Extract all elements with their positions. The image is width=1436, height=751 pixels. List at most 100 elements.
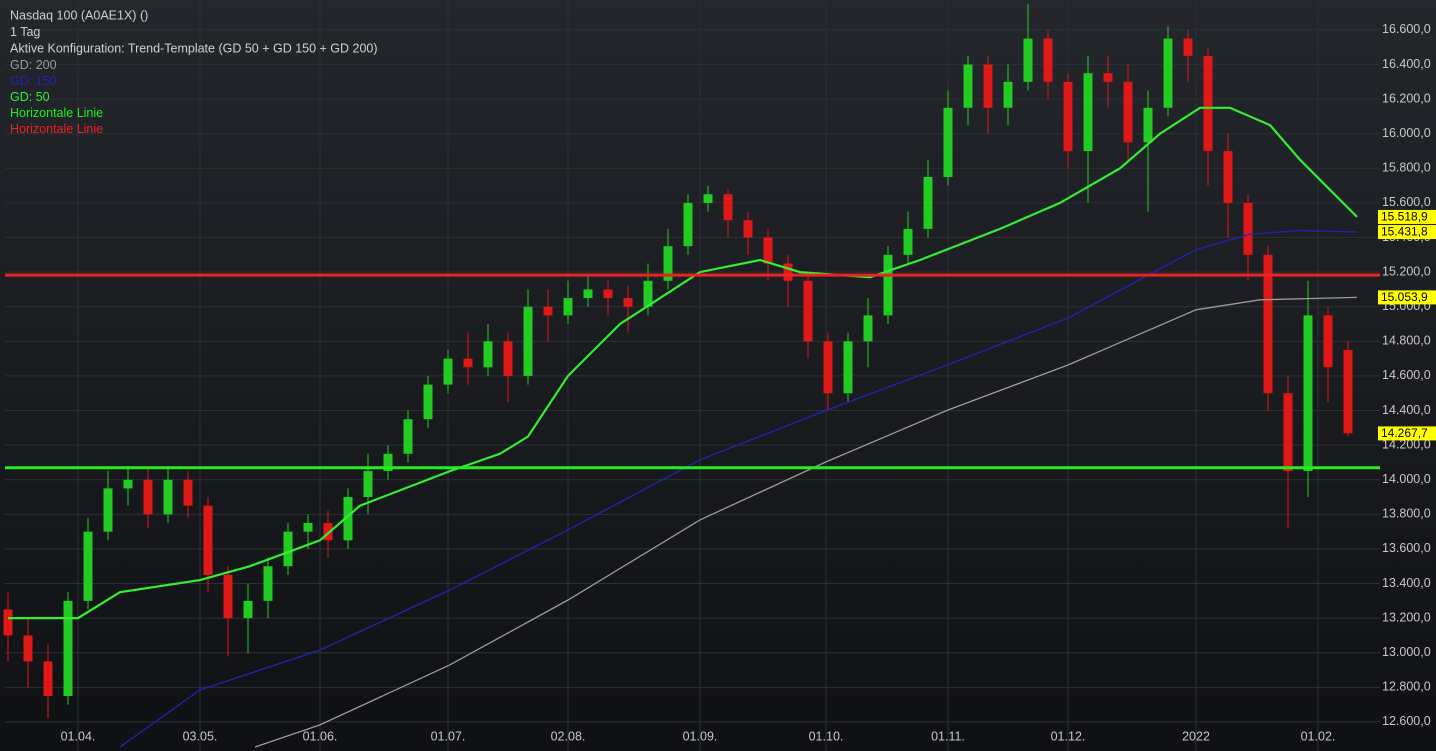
y-tick-label: 16.000,0: [1382, 126, 1431, 140]
candle-body: [303, 522, 313, 532]
candle-body: [843, 341, 853, 394]
candle-body: [403, 419, 413, 454]
y-tick-label: 16.400,0: [1382, 57, 1431, 71]
legend-text: 1 Tag: [10, 25, 40, 39]
x-tick-label: 2022: [1182, 729, 1210, 743]
candle-body: [963, 64, 973, 108]
y-tick-label: 14.400,0: [1382, 403, 1431, 417]
candle-body: [1043, 38, 1053, 82]
candle-body: [863, 315, 873, 342]
candle-body: [43, 661, 53, 696]
candle-body: [643, 280, 653, 307]
candle-body: [1263, 254, 1273, 394]
legend: Nasdaq 100 (A0AE1X) () 1 Tag Aktive Konfig…: [10, 8, 378, 136]
candle-body: [63, 600, 73, 696]
price-label: 15.518,9: [1381, 210, 1428, 224]
legend-entry: GD: 50: [10, 90, 50, 104]
y-tick-label: 15.800,0: [1382, 161, 1431, 175]
candle-body: [383, 453, 393, 472]
candle-body: [743, 220, 753, 238]
candle-body: [263, 566, 273, 601]
y-tick-label: 13.200,0: [1382, 610, 1431, 624]
candle-body: [1083, 73, 1093, 152]
candle-body: [1203, 55, 1213, 152]
legend-entry: GD: 200: [10, 58, 57, 72]
candle-body: [3, 609, 13, 636]
candle-body: [523, 306, 533, 376]
candle-body: [603, 289, 613, 299]
candle-body: [323, 522, 333, 541]
candle-body: [143, 479, 153, 515]
candle-body: [443, 358, 453, 385]
x-tick-label: 01.06.: [303, 729, 338, 743]
y-tick-label: 14.000,0: [1382, 472, 1431, 486]
x-tick-label: 01.10.: [809, 729, 844, 743]
candle-body: [543, 306, 553, 316]
candle-body: [123, 479, 133, 489]
candle-body: [783, 263, 793, 281]
candle-body: [1343, 349, 1353, 434]
y-tick-label: 14.600,0: [1382, 368, 1431, 382]
price-label-box: [1378, 426, 1436, 441]
candle-body: [463, 358, 473, 368]
price-label-box: [1378, 209, 1436, 224]
x-tick-label: 01.11.: [931, 729, 965, 743]
price-label-box: [1378, 225, 1436, 240]
x-tick-label: 03.05.: [183, 729, 218, 743]
candle-body: [943, 107, 953, 177]
x-tick-label: 01.07.: [431, 729, 466, 743]
candle-body: [1003, 81, 1013, 108]
x-tick-label: 01.02.: [1301, 729, 1336, 743]
price-label: 15.053,9: [1381, 290, 1428, 304]
candle-body: [723, 194, 733, 221]
y-tick-label: 15.200,0: [1382, 264, 1431, 278]
y-tick-label: 12.600,0: [1382, 714, 1431, 728]
candle-body: [1123, 81, 1133, 143]
y-tick-label: 13.800,0: [1382, 507, 1431, 521]
y-tick-label: 12.800,0: [1382, 680, 1431, 694]
candle-body: [1023, 38, 1033, 82]
candle-body: [1243, 202, 1253, 255]
candle-body: [683, 202, 693, 247]
candle-body: [363, 471, 373, 498]
candle-body: [183, 479, 193, 506]
price-label: 15.431,8: [1381, 225, 1428, 239]
candle-body: [583, 289, 593, 299]
candle-body: [1103, 73, 1113, 82]
candle-body: [83, 531, 93, 601]
y-tick-label: 16.600,0: [1382, 22, 1431, 36]
candle-body: [903, 228, 913, 255]
x-tick-label: 01.12.: [1051, 729, 1086, 743]
candle-body: [803, 280, 813, 342]
candle-body: [163, 479, 173, 515]
x-tick-label: 01.04.: [61, 729, 96, 743]
candle-body: [883, 254, 893, 316]
candle-body: [103, 488, 113, 532]
legend-entry: Horizontale Linie: [10, 122, 103, 136]
y-tick-label: 15.600,0: [1382, 195, 1431, 209]
candle-body: [1143, 107, 1153, 143]
y-tick-label: 16.200,0: [1382, 91, 1431, 105]
candle-body: [983, 64, 993, 108]
candle-body: [1323, 315, 1333, 368]
candle-body: [423, 384, 433, 420]
x-tick-label: 01.09.: [683, 729, 718, 743]
candle-body: [343, 497, 353, 541]
candle-body: [663, 246, 673, 281]
candle-body: [1183, 38, 1193, 56]
candle-body: [503, 341, 513, 376]
candle-body: [1283, 393, 1293, 472]
x-tick-label: 02.08.: [551, 729, 586, 743]
candle-body: [1303, 315, 1313, 472]
candle-body: [563, 298, 573, 316]
candle-body: [1223, 151, 1233, 203]
candle-body: [763, 237, 773, 264]
legend-text: Nasdaq 100 (A0AE1X) (): [10, 8, 148, 22]
candle-body: [223, 574, 233, 619]
y-tick-label: 14.800,0: [1382, 334, 1431, 348]
price-label: 14.267,7: [1381, 426, 1428, 440]
legend-entry: GD: 150: [10, 74, 57, 88]
legend-text: Aktive Konfiguration: Trend-Template (GD…: [10, 41, 378, 55]
candle-body: [483, 341, 493, 368]
candle-body: [283, 531, 293, 567]
